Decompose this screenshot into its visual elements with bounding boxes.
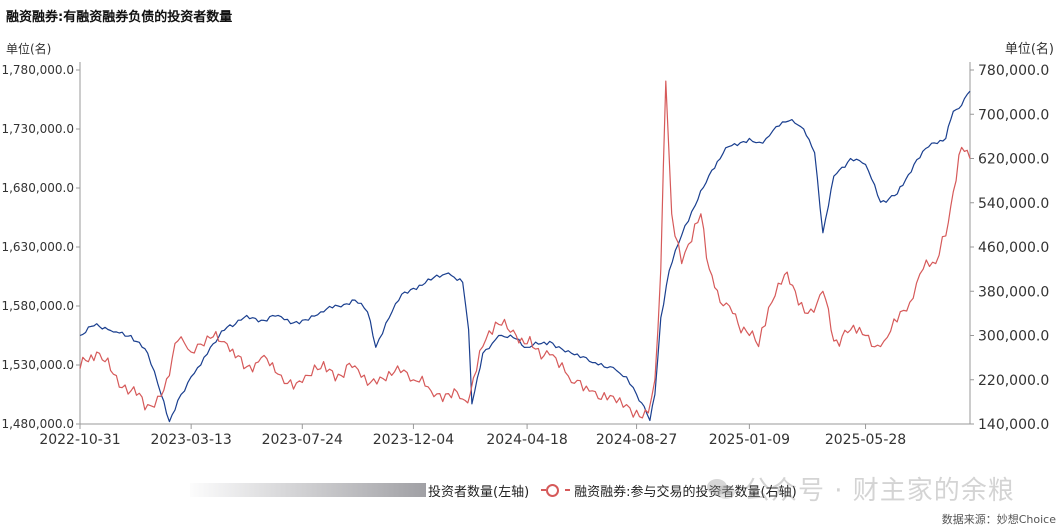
right-tick-label: 300,000.0 [978,329,1049,345]
watermark: 公众号 · 财主家的余粮 [706,470,1015,507]
right-tick-label: 380,000.0 [978,284,1049,300]
legend-item-left[interactable]: 投资者数量(左轴) [428,481,529,500]
chart-title: 融资融券:有融资融券负债的投资者数量 [6,10,233,25]
right-tick-label: 460,000.0 [978,240,1049,256]
chart-legend: 投资者数量(左轴) 融资融券:参与交易的投资者数量(右轴) [190,479,809,501]
series-line-investors [79,90,971,423]
data-source: 数据来源：妙想Choice [941,513,1056,526]
left-axis-unit: 单位(名) [6,42,52,56]
wechat-icon [707,478,735,499]
right-tick-label: 700,000.0 [978,107,1049,123]
legend-label-right: 融资融券:参与交易的投资者数量(右轴) [574,484,797,500]
watermark-text: 公众号 · 财主家的余粮 [744,476,1015,506]
x-tick-label: 2024-08-27 [596,432,677,448]
x-tick-label: 2023-12-04 [373,432,454,448]
left-tick-label: 1,630,000.0 [1,240,74,254]
left-tick-label: 1,480,000.0 [1,417,74,431]
legend-item-right[interactable]: 融资融券:参与交易的投资者数量(右轴) [541,481,797,500]
x-tick-label: 2025-05-28 [825,432,906,448]
legend-marker-right [541,483,571,497]
right-tick-label: 220,000.0 [978,373,1049,389]
left-tick-label: 1,780,000.0 [1,63,74,77]
right-tick-label: 540,000.0 [978,196,1049,212]
right-axis-unit: 单位(名) [1004,42,1054,57]
x-tick-label: 2025-01-09 [709,432,790,448]
right-tick-label: 780,000.0 [978,63,1049,79]
left-tick-label: 1,580,000.0 [1,299,74,313]
right-tick-label: 140,000.0 [978,417,1049,433]
x-tick-label: 2022-10-31 [39,432,120,448]
left-tick-label: 1,680,000.0 [1,181,74,195]
legend-label-left: 投资者数量(左轴) [428,484,530,500]
series-line-trading-investors [79,80,971,419]
right-tick-label: 620,000.0 [978,152,1049,168]
left-tick-label: 1,530,000.0 [1,358,74,372]
x-tick-label: 2023-03-13 [150,432,231,448]
legend-fade [190,483,426,497]
left-tick-label: 1,730,000.0 [1,122,74,136]
x-tick-label: 2024-04-18 [486,432,567,448]
x-tick-label: 2023-07-24 [262,432,343,448]
